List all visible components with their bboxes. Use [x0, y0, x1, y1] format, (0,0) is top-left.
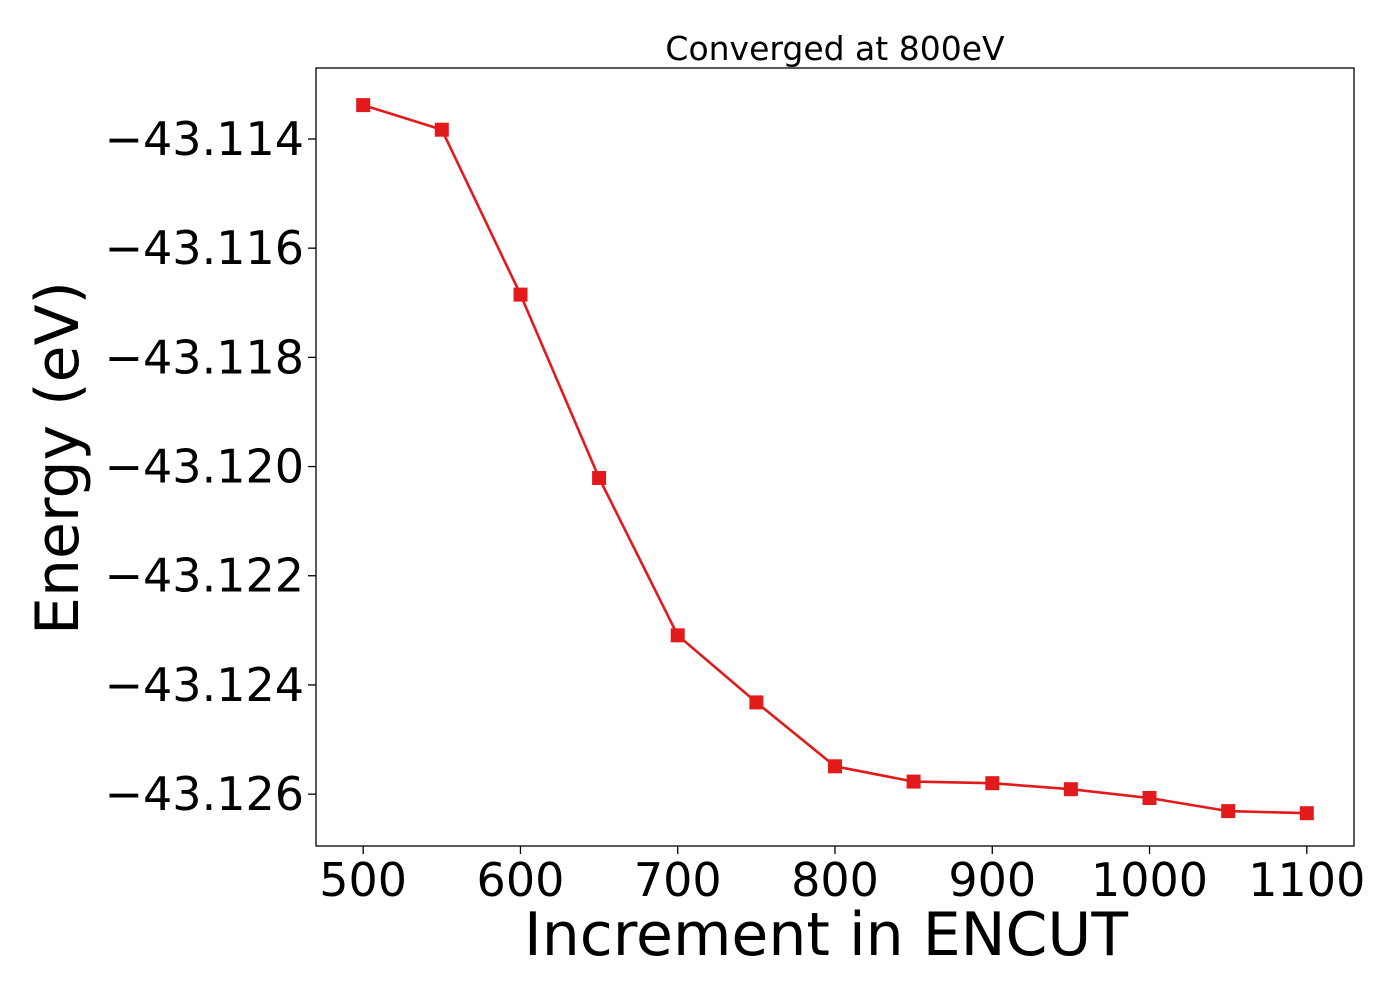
y-tick-label: −43.116 — [105, 221, 305, 275]
y-tick-label: −43.114 — [105, 112, 305, 166]
data-point — [1221, 804, 1236, 819]
data-point — [356, 98, 371, 113]
data-point — [749, 695, 764, 710]
y-tick-label: −43.126 — [105, 767, 305, 821]
data-point — [513, 287, 528, 302]
y-tick-label: −43.120 — [105, 440, 305, 494]
data-point — [828, 759, 842, 774]
x-axis-label: Increment in ENCUT — [524, 900, 1128, 970]
data-point — [985, 776, 1000, 791]
data-point — [434, 122, 449, 137]
data-point — [1299, 806, 1314, 821]
y-axis: −43.114 −43.116 −43.118 −43.120 −43.122 −43.1… — [105, 112, 316, 821]
y-tick-label: −43.122 — [105, 549, 305, 603]
chart-title: Converged at 800eV — [665, 29, 1005, 68]
data-point — [592, 471, 607, 485]
plot-area — [356, 98, 1314, 821]
x-tick-label: 900 — [948, 853, 1036, 907]
x-tick-label: 800 — [791, 853, 879, 907]
x-axis: 500 600 700 800 900 1000 1100 — [319, 846, 1365, 907]
y-tick-label: −43.124 — [105, 658, 305, 712]
data-point — [906, 774, 921, 789]
y-axis-label: Energy (eV) — [23, 281, 93, 635]
x-tick-label: 1000 — [1091, 853, 1208, 907]
data-point — [1142, 791, 1157, 805]
data-point — [1063, 782, 1078, 797]
x-tick-label: 700 — [634, 853, 722, 907]
y-tick-label: −43.118 — [105, 330, 305, 384]
x-tick-label: 1100 — [1248, 853, 1365, 907]
data-point — [670, 628, 685, 643]
x-tick-label: 600 — [477, 853, 565, 907]
x-tick-label: 500 — [319, 853, 407, 907]
